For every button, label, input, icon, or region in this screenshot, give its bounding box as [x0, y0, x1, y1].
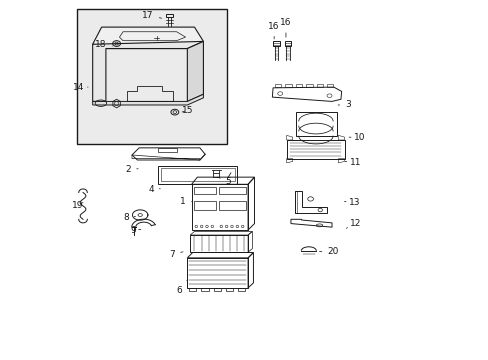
- Text: 4: 4: [148, 185, 160, 194]
- Bar: [77, 9, 226, 144]
- Polygon shape: [93, 94, 203, 105]
- Polygon shape: [187, 41, 203, 102]
- Text: 8: 8: [123, 213, 135, 222]
- Polygon shape: [93, 41, 203, 102]
- Text: 3: 3: [337, 100, 350, 109]
- Text: 11: 11: [345, 158, 360, 167]
- Text: 6: 6: [176, 280, 187, 294]
- Text: 2: 2: [125, 165, 138, 174]
- Text: 5: 5: [217, 177, 231, 186]
- Text: 19: 19: [72, 201, 83, 210]
- Polygon shape: [93, 27, 203, 49]
- Text: 13: 13: [344, 198, 360, 207]
- Text: 17: 17: [142, 11, 162, 20]
- Text: 7: 7: [169, 250, 183, 259]
- Text: 18: 18: [95, 40, 112, 49]
- Text: 15: 15: [181, 106, 193, 115]
- Text: 16: 16: [280, 18, 291, 37]
- Text: 10: 10: [348, 133, 365, 142]
- Text: 20: 20: [319, 247, 338, 256]
- Text: 14: 14: [73, 83, 88, 92]
- Text: 1: 1: [180, 197, 191, 206]
- Text: 16: 16: [268, 22, 279, 39]
- Text: 12: 12: [346, 219, 361, 228]
- Text: 9: 9: [130, 226, 141, 235]
